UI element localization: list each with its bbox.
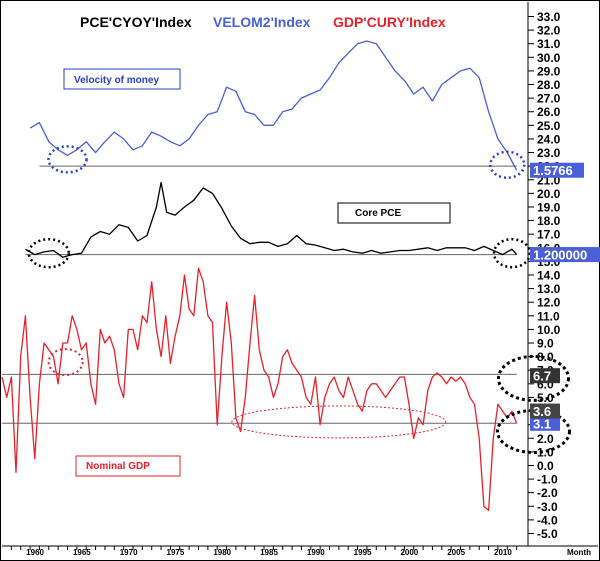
y-tick-label: -4.0 — [537, 513, 558, 527]
x-axis-ticks: 1960 1965 1970 1975 1980 1985 1990 1995 2000 2005… — [10, 546, 518, 557]
y-tick-label: 29.0 — [537, 64, 561, 78]
annotation-nominal-gdp-box — [75, 455, 181, 477]
y-tick-label: 27.0 — [537, 92, 561, 106]
x-tick-label: 1965 — [73, 548, 91, 557]
highlight-ellipse-0 — [47, 145, 88, 174]
highlight-ellipse-2 — [27, 237, 71, 269]
last-value-box-1 — [530, 247, 600, 263]
y-tick-label: 8.0 — [537, 350, 554, 364]
y-tick-label: 13.0 — [537, 282, 561, 296]
y-axis-ticks: 33.032.031.030.029.028.027.026.025.024.0… — [528, 10, 561, 541]
y-tick-label: 10.0 — [537, 323, 561, 337]
y-tick-label: -3.0 — [537, 500, 558, 514]
highlight-ellipse-4 — [47, 348, 84, 377]
legend-item-pce: PCE'CYOY'Index — [80, 14, 192, 30]
last-value-label-2: 6.7 — [533, 369, 551, 384]
series-line-velom2-index — [29, 40, 518, 171]
y-tick-label: 11.0 — [537, 309, 560, 323]
y-tick-label: 26.0 — [537, 105, 561, 119]
highlight-ellipse-5 — [231, 405, 447, 439]
annotation-velocity: Velocity of money — [63, 68, 181, 90]
y-tick-label: 1.0 — [537, 445, 554, 459]
series-line-gdp-cury-index — [1, 267, 518, 512]
last-value-box-2 — [530, 368, 560, 384]
x-axis-label: Month — [567, 548, 591, 557]
y-tick-label: 20.0 — [537, 187, 561, 201]
highlight-ellipse-1 — [489, 150, 526, 180]
last-value-label-0: 1.5766 — [533, 163, 573, 178]
highlight-ellipse-6 — [496, 354, 570, 402]
y-tick-label: 19.0 — [537, 200, 561, 214]
last-value-labels: 1.5766 1.200000 6.7 3.13.6 — [530, 162, 600, 431]
y-tick-label: 2.0 — [537, 432, 554, 446]
last-value-box-3 — [530, 415, 560, 431]
x-tick-label: 1985 — [260, 548, 278, 557]
x-tick-label: 1960 — [26, 548, 44, 557]
y-tick-label: 31.0 — [537, 37, 561, 51]
legend: PCE'CYOY'Index VELOM2'Index GDP'CURY'Ind… — [80, 14, 446, 30]
y-tick-label: -5.0 — [537, 527, 558, 541]
y-tick-label: 30.0 — [537, 51, 561, 65]
y-tick-label: -1.0 — [537, 473, 558, 487]
annotation-nominal-gdp-label: Nominal GDP — [86, 461, 150, 472]
x-tick-label: 2000 — [400, 548, 418, 557]
reference-lines — [2, 165, 517, 424]
highlight-ellipse-3 — [492, 237, 532, 269]
y-tick-label: 18.0 — [537, 214, 561, 228]
x-tick-label: 1975 — [167, 548, 185, 557]
series-group — [1, 40, 518, 512]
x-tick-label: 2005 — [447, 548, 465, 557]
annotation-velocity-label: Velocity of money — [74, 75, 159, 86]
y-tick-label: 24.0 — [537, 132, 561, 146]
y-tick-label: 0.0 — [537, 459, 554, 473]
y-tick-label: 23.0 — [537, 146, 561, 160]
annotation-core-pce-box — [337, 202, 451, 224]
y-tick-label: 5.0 — [537, 391, 554, 405]
y-tick-label: 14.0 — [537, 269, 561, 283]
last-value-label-3: 3.1 — [533, 416, 551, 431]
legend-item-velom2: VELOM2'Index — [213, 14, 311, 30]
annotation-velocity-box — [63, 68, 181, 90]
y-tick-label: 9.0 — [537, 337, 554, 351]
annotation-core-pce-label: Core PCE — [355, 208, 401, 219]
last-value-label-4: 3.6 — [533, 404, 551, 419]
highlight-ellipses — [27, 145, 571, 454]
y-tick-label: 17.0 — [537, 228, 561, 242]
y-tick-label: 33.0 — [537, 10, 561, 24]
annotation-nominal-gdp: Nominal GDP — [75, 455, 181, 477]
x-tick-label: 2010 — [494, 548, 512, 557]
x-tick-label: 1995 — [354, 548, 372, 557]
legend-item-gdp: GDP'CURY'Index — [333, 14, 446, 30]
x-tick-label: 1970 — [120, 548, 138, 557]
y-tick-label: 32.0 — [537, 24, 561, 38]
x-tick-label: 1980 — [213, 548, 231, 557]
annotation-core-pce: Core PCE — [337, 202, 451, 224]
last-value-label-1: 1.200000 — [533, 248, 587, 263]
x-tick-label: 1990 — [307, 548, 325, 557]
series-line-pce-cyoy-index — [25, 181, 518, 258]
last-value-box-0 — [530, 162, 584, 178]
highlight-ellipse-7 — [495, 408, 571, 454]
last-value-box-4 — [530, 403, 560, 419]
y-tick-label: -2.0 — [537, 486, 558, 500]
y-tick-label: 28.0 — [537, 78, 561, 92]
y-tick-label: 25.0 — [537, 119, 561, 133]
y-tick-label: 12.0 — [537, 296, 561, 310]
